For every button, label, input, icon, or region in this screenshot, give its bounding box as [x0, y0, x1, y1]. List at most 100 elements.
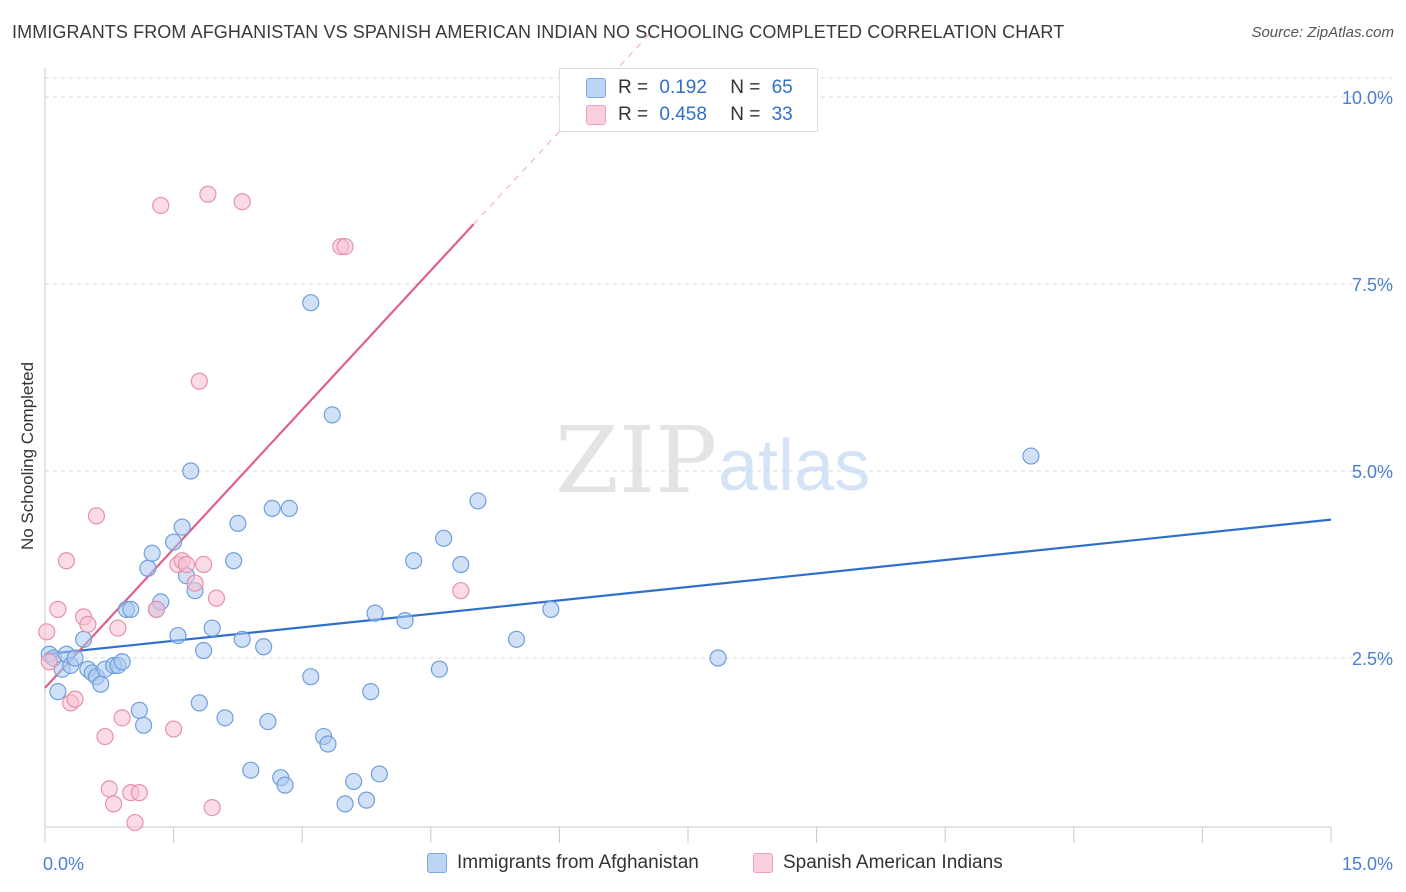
pink-swatch [753, 853, 773, 873]
blue-swatch [427, 853, 447, 873]
point-spanish-american-indians [126, 813, 144, 832]
point-afghanistan [405, 552, 423, 570]
axes [44, 68, 1332, 843]
point-afghanistan [173, 518, 191, 536]
point-spanish-american-indians [113, 709, 131, 727]
r-label: R = [618, 77, 649, 98]
point-afghanistan [203, 619, 221, 637]
point-afghanistan [280, 499, 298, 517]
point-afghanistan [542, 600, 560, 618]
x-tick-label: 0.0% [43, 854, 84, 874]
point-afghanistan [259, 712, 277, 731]
point-spanish-american-indians [152, 196, 170, 215]
point-afghanistan [225, 552, 243, 570]
point-spanish-american-indians [38, 623, 56, 641]
point-spanish-american-indians [203, 798, 221, 817]
legend-text-blue: R = 0.192 N = 65 [618, 77, 793, 99]
point-spanish-american-indians [40, 653, 58, 671]
point-afghanistan [430, 660, 448, 678]
point-spanish-american-indians [190, 372, 208, 390]
point-spanish-american-indians [233, 193, 251, 211]
point-afghanistan [370, 765, 388, 783]
trend-line-spanish-american-indians [44, 223, 475, 689]
point-afghanistan [233, 630, 251, 648]
point-spanish-american-indians [207, 589, 226, 607]
point-afghanistan [49, 683, 67, 701]
y-tick-label: 7.5% [1352, 275, 1393, 295]
r-value-blue: 0.192 [659, 77, 707, 98]
point-spanish-american-indians [199, 185, 217, 203]
point-spanish-american-indians [336, 238, 354, 256]
tick-labels: 2.5% 5.0% 7.5% 10.0% 0.0% 15.0% [43, 88, 1393, 874]
point-afghanistan [130, 701, 148, 719]
chart-title: IMMIGRANTS FROM AFGHANISTAN VS SPANISH A… [12, 22, 1065, 42]
point-afghanistan [255, 638, 273, 656]
r-value-pink: 0.458 [659, 104, 707, 125]
point-spanish-american-indians [165, 720, 183, 738]
point-afghanistan [122, 600, 140, 618]
point-afghanistan [92, 675, 110, 693]
point-afghanistan [336, 795, 354, 813]
gridlines [45, 77, 1392, 659]
point-spanish-american-indians [96, 727, 114, 746]
point-afghanistan [113, 653, 131, 671]
point-afghanistan [242, 761, 260, 779]
point-spanish-american-indians [87, 507, 106, 525]
n-value-blue: 65 [771, 77, 793, 98]
point-spanish-american-indians [100, 780, 118, 798]
point-afghanistan [302, 294, 320, 312]
blue-swatch [586, 78, 606, 98]
legend-label-spanish-american-indians: Spanish American Indians [783, 852, 1003, 873]
point-afghanistan [66, 649, 84, 667]
point-afghanistan [396, 611, 414, 630]
point-spanish-american-indians [66, 690, 84, 708]
point-afghanistan [1022, 447, 1040, 465]
point-afghanistan [452, 555, 470, 574]
point-afghanistan [366, 604, 384, 622]
trend-line-afghanistan [44, 518, 1332, 656]
point-spanish-american-indians [49, 600, 67, 618]
y-tick-label: 5.0% [1352, 462, 1393, 482]
y-tick-label: 10.0% [1342, 88, 1393, 108]
source-label: Source: ZipAtlas.com [1251, 24, 1394, 41]
legend-label-afghanistan: Immigrants from Afghanistan [457, 852, 699, 873]
point-spanish-american-indians [186, 574, 204, 592]
point-afghanistan [323, 406, 341, 424]
point-spanish-american-indians [57, 552, 76, 570]
point-afghanistan [302, 668, 320, 686]
x-tick-label: 15.0% [1342, 854, 1393, 874]
point-spanish-american-indians [452, 582, 470, 600]
point-afghanistan [507, 630, 526, 648]
point-afghanistan [74, 630, 93, 648]
point-afghanistan [169, 626, 187, 645]
point-afghanistan [709, 649, 727, 667]
point-afghanistan [143, 544, 161, 562]
point-spanish-american-indians [130, 784, 148, 802]
point-afghanistan [319, 735, 337, 753]
point-afghanistan [195, 641, 213, 660]
point-afghanistan [263, 499, 281, 517]
point-spanish-american-indians [147, 600, 166, 618]
n-label: N = [730, 104, 761, 125]
point-spanish-american-indians [195, 555, 213, 574]
watermark-atlas: atlas [718, 426, 870, 506]
point-afghanistan [276, 776, 294, 794]
point-spanish-american-indians [109, 619, 127, 637]
point-spanish-american-indians [79, 615, 97, 633]
watermark: ZIP atlas [555, 407, 870, 514]
y-tick-label: 2.5% [1352, 649, 1393, 669]
point-afghanistan [190, 694, 208, 712]
point-afghanistan [134, 716, 153, 734]
watermark-zip: ZIP [555, 407, 717, 514]
n-value-pink: 33 [771, 104, 793, 125]
point-afghanistan [357, 791, 376, 809]
point-afghanistan [435, 529, 453, 547]
point-afghanistan [229, 514, 247, 532]
point-afghanistan [139, 559, 157, 577]
point-afghanistan [216, 709, 234, 727]
point-afghanistan [469, 492, 487, 510]
data-points [38, 185, 1040, 832]
r-label: R = [618, 104, 649, 125]
legend-text-pink: R = 0.458 N = 33 [618, 104, 793, 126]
